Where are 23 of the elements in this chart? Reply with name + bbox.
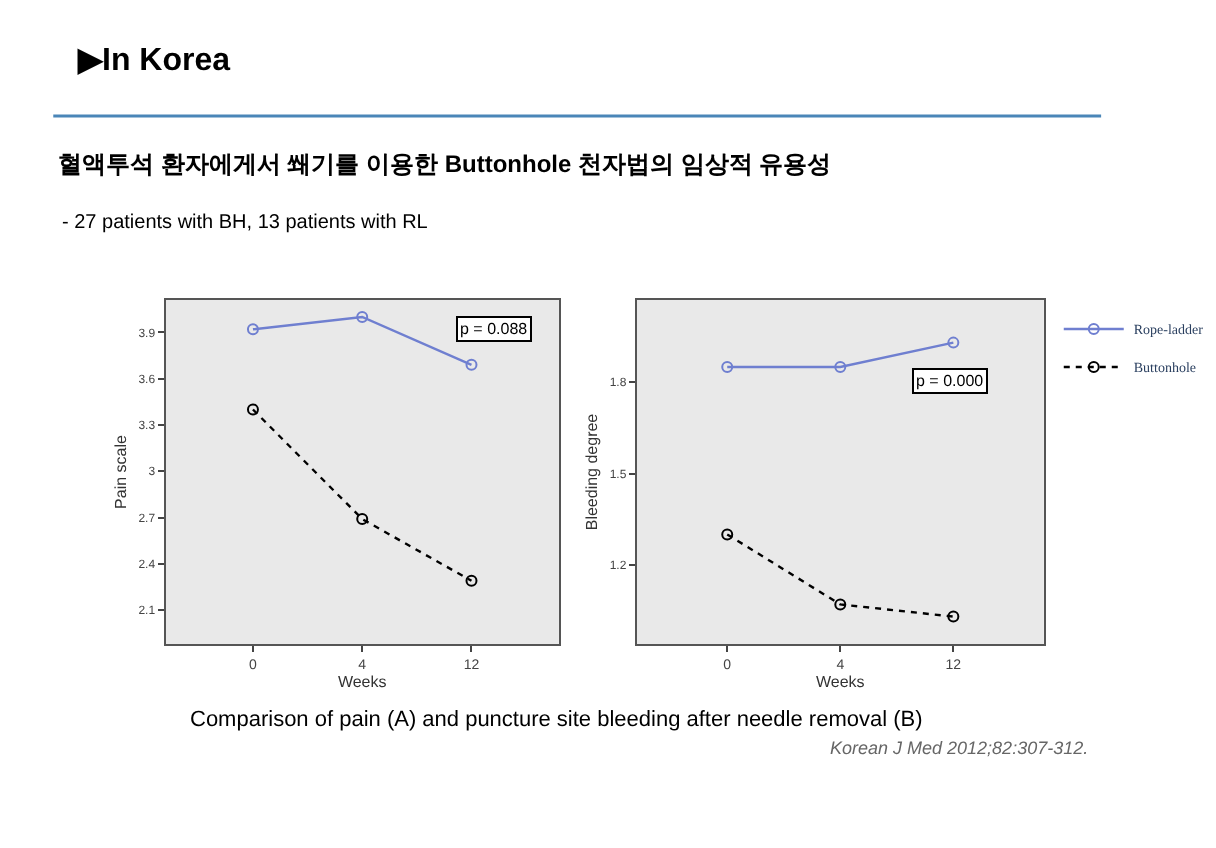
y-axis-title: Pain scale — [111, 434, 130, 509]
point — [465, 358, 478, 371]
text: Comparison of pain (A) and puncture site bleeding after needle removal (B) — [190, 708, 923, 732]
point — [246, 403, 259, 416]
x-axis-title: Weeks — [337, 673, 387, 691]
chart-subtitle: 혈액투석 환자에게서 쐐기를 이용한 Buttonhole 천자법의 임상적 유용성 — [58, 150, 832, 178]
point — [356, 513, 369, 526]
annotation: p = 0.088 — [460, 320, 529, 338]
chart-title: ▶In Korea — [76, 44, 231, 78]
y-axis-title: Bleeding degree — [583, 412, 602, 531]
annotation: p = 0.000 — [916, 372, 985, 390]
point — [947, 610, 960, 623]
point — [356, 310, 369, 323]
point — [947, 336, 960, 349]
text: - 27 patients with BH, 13 patients with RL — [62, 212, 429, 234]
point — [834, 360, 847, 373]
point — [465, 574, 478, 587]
point — [721, 360, 734, 373]
text: Korean J Med 2012;82:307-312. — [830, 738, 1089, 758]
point — [246, 323, 259, 336]
x-axis-title: Weeks — [815, 673, 865, 691]
point — [834, 598, 847, 611]
point — [721, 528, 734, 541]
